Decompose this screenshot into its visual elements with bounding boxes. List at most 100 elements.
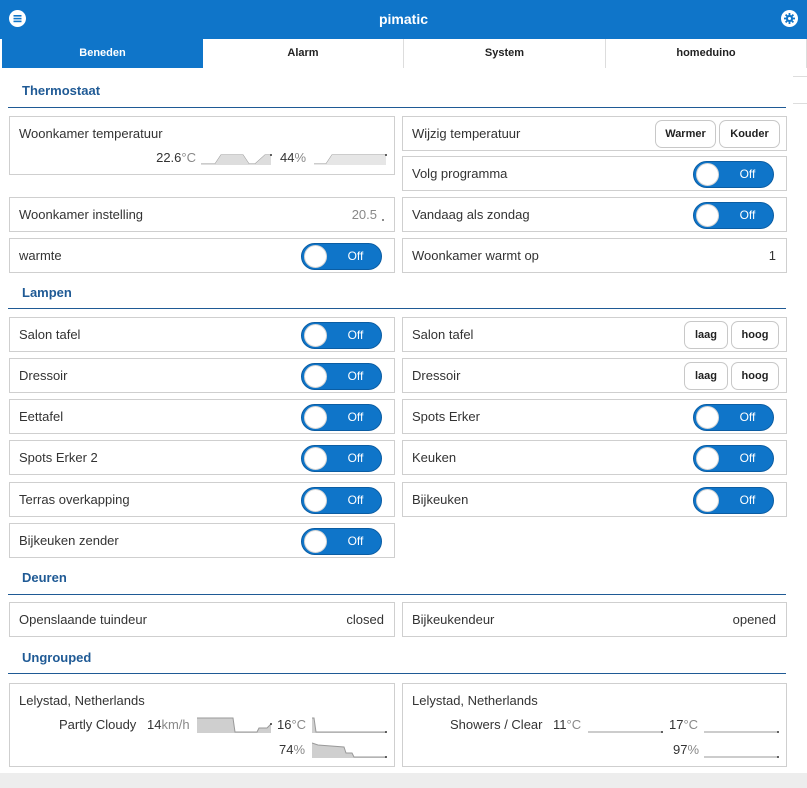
group-divider bbox=[8, 308, 786, 309]
app-title: pimatic bbox=[378, 11, 428, 27]
temperature-sparkline[interactable] bbox=[199, 150, 273, 166]
wind-sparkline[interactable] bbox=[197, 716, 273, 734]
device-label: Dressoir bbox=[19, 368, 68, 383]
device-label: Openslaande tuindeur bbox=[19, 612, 147, 627]
toggle-knob bbox=[304, 447, 327, 470]
contact-card-bijkeukendeur: Bijkeukendeur opened bbox=[402, 602, 787, 637]
device-label: Woonkamer instelling bbox=[19, 207, 144, 222]
device-label: Salon tafel bbox=[19, 327, 81, 342]
kouder-button[interactable]: Kouder bbox=[719, 120, 780, 148]
menu-button[interactable] bbox=[9, 10, 26, 27]
setpoint-card: Woonkamer instelling 20.5 bbox=[9, 197, 395, 232]
temperature-sensor-card: Woonkamer temperatuur 22.6°C 44% bbox=[9, 116, 395, 175]
group-title-deuren: Deuren bbox=[22, 570, 67, 585]
device-label: Bijkeuken bbox=[412, 492, 469, 507]
side-panel-edge bbox=[793, 76, 807, 104]
device-label: Salon tafel bbox=[412, 327, 474, 342]
settings-button[interactable] bbox=[781, 10, 798, 27]
device-label: Dressoir bbox=[412, 368, 461, 383]
vandaag-als-zondag-toggle[interactable]: Off bbox=[693, 202, 774, 229]
device-label: Lelystad, Netherlands bbox=[412, 693, 538, 708]
toggle-knob bbox=[304, 530, 327, 553]
temperature-low-sparkline[interactable] bbox=[588, 716, 664, 734]
device-label: Bijkeuken zender bbox=[19, 533, 119, 548]
warmer-button[interactable]: Warmer bbox=[655, 120, 716, 148]
toggle-knob bbox=[696, 447, 719, 470]
switch-card-bijkeuken-zender: Bijkeuken zender Off bbox=[9, 523, 395, 558]
keuken-toggle[interactable]: Off bbox=[693, 445, 774, 472]
humidity-value: 44% bbox=[280, 150, 307, 165]
device-label: Spots Erker 2 bbox=[19, 450, 98, 465]
toggle-knob bbox=[696, 406, 719, 429]
group-divider bbox=[8, 673, 786, 674]
bijkeuken-zender-toggle[interactable]: Off bbox=[301, 528, 382, 555]
device-label: Bijkeukendeur bbox=[412, 612, 495, 627]
wind-value: 14km/h bbox=[147, 717, 190, 732]
value-card-warmt-op: Woonkamer warmt op 1 bbox=[402, 238, 787, 273]
temperature-sparkline[interactable] bbox=[312, 716, 388, 734]
spots-erker-toggle[interactable]: Off bbox=[693, 404, 774, 431]
gear-icon bbox=[784, 13, 795, 24]
header-bar: pimatic bbox=[0, 0, 807, 39]
humidity-sparkline[interactable] bbox=[312, 150, 388, 166]
switch-card-dressoir: Dressoir Off bbox=[9, 358, 395, 393]
temperature-value: 22.6°C bbox=[156, 150, 196, 165]
weather-status: Partly Cloudy bbox=[59, 717, 137, 732]
toggle-knob bbox=[696, 163, 719, 186]
door-state: opened bbox=[732, 612, 776, 627]
group-divider bbox=[8, 107, 786, 108]
toggle-knob bbox=[304, 324, 327, 347]
warmte-toggle[interactable]: Off bbox=[301, 243, 382, 270]
group-title-thermostaat: Thermostaat bbox=[22, 83, 101, 98]
temperature-value: 16°C bbox=[277, 717, 307, 732]
terras-overkapping-toggle[interactable]: Off bbox=[301, 487, 382, 514]
dressoir-toggle[interactable]: Off bbox=[301, 363, 382, 390]
temperature-low-value: 11°C bbox=[553, 717, 582, 732]
switch-card-terras-overkapping: Terras overkapping Off bbox=[9, 482, 395, 517]
weather-status: Showers / Clear bbox=[450, 717, 543, 732]
dimmer-card-dressoir: Dressoir laag hoog bbox=[402, 358, 787, 393]
salon-tafel-toggle[interactable]: Off bbox=[301, 322, 382, 349]
humidity-sparkline[interactable] bbox=[704, 741, 780, 759]
setpoint-value: 20.5 bbox=[351, 207, 377, 222]
warmt-op-value: 1 bbox=[768, 248, 776, 263]
menu-icon bbox=[13, 15, 22, 23]
tab-beneden[interactable]: Beneden bbox=[2, 39, 203, 68]
device-label: Terras overkapping bbox=[19, 492, 130, 507]
humidity-value: 74% bbox=[279, 742, 306, 757]
bijkeuken-toggle[interactable]: Off bbox=[693, 487, 774, 514]
switch-card-keuken: Keuken Off bbox=[402, 440, 787, 475]
spots-erker-2-toggle[interactable]: Off bbox=[301, 445, 382, 472]
laag-button[interactable]: laag bbox=[684, 362, 728, 390]
laag-button[interactable]: laag bbox=[684, 321, 728, 349]
switch-card-eettafel: Eettafel Off bbox=[9, 399, 395, 434]
dimmer-card-salon-tafel: Salon tafel laag hoog bbox=[402, 317, 787, 352]
tab-homeduino[interactable]: homeduino bbox=[606, 39, 807, 68]
temperature-value: 17°C bbox=[669, 717, 699, 732]
footer-bar bbox=[0, 773, 807, 788]
switch-card-vandaag-als-zondag: Vandaag als zondag Off bbox=[402, 197, 787, 232]
contact-card-openslaande-tuindeur: Openslaande tuindeur closed bbox=[9, 602, 395, 637]
humidity-sparkline[interactable] bbox=[312, 741, 388, 759]
group-divider bbox=[8, 594, 786, 595]
device-label: Wijzig temperatuur bbox=[412, 126, 521, 141]
temperature-sparkline[interactable] bbox=[704, 716, 780, 734]
device-label: warmte bbox=[19, 248, 62, 263]
setpoint-sparkline bbox=[382, 219, 384, 221]
tab-bar: Beneden Alarm System homeduino bbox=[2, 39, 807, 68]
weather-card: Lelystad, Netherlands Partly Cloudy 14km… bbox=[9, 683, 395, 767]
hoog-button[interactable]: hoog bbox=[731, 362, 779, 390]
device-label: Eettafel bbox=[19, 409, 64, 424]
switch-card-spots-erker: Spots Erker Off bbox=[402, 399, 787, 434]
humidity-value: 97% bbox=[673, 742, 700, 757]
volg-programma-toggle[interactable]: Off bbox=[693, 161, 774, 188]
switch-card-bijkeuken: Bijkeuken Off bbox=[402, 482, 787, 517]
tab-alarm[interactable]: Alarm bbox=[203, 39, 404, 68]
hoog-button[interactable]: hoog bbox=[731, 321, 779, 349]
eettafel-toggle[interactable]: Off bbox=[301, 404, 382, 431]
change-temperature-card: Wijzig temperatuur Warmer Kouder bbox=[402, 116, 787, 151]
switch-card-salon-tafel: Salon tafel Off bbox=[9, 317, 395, 352]
device-label: Vandaag als zondag bbox=[412, 207, 530, 222]
toggle-knob bbox=[304, 365, 327, 388]
tab-system[interactable]: System bbox=[404, 39, 606, 68]
